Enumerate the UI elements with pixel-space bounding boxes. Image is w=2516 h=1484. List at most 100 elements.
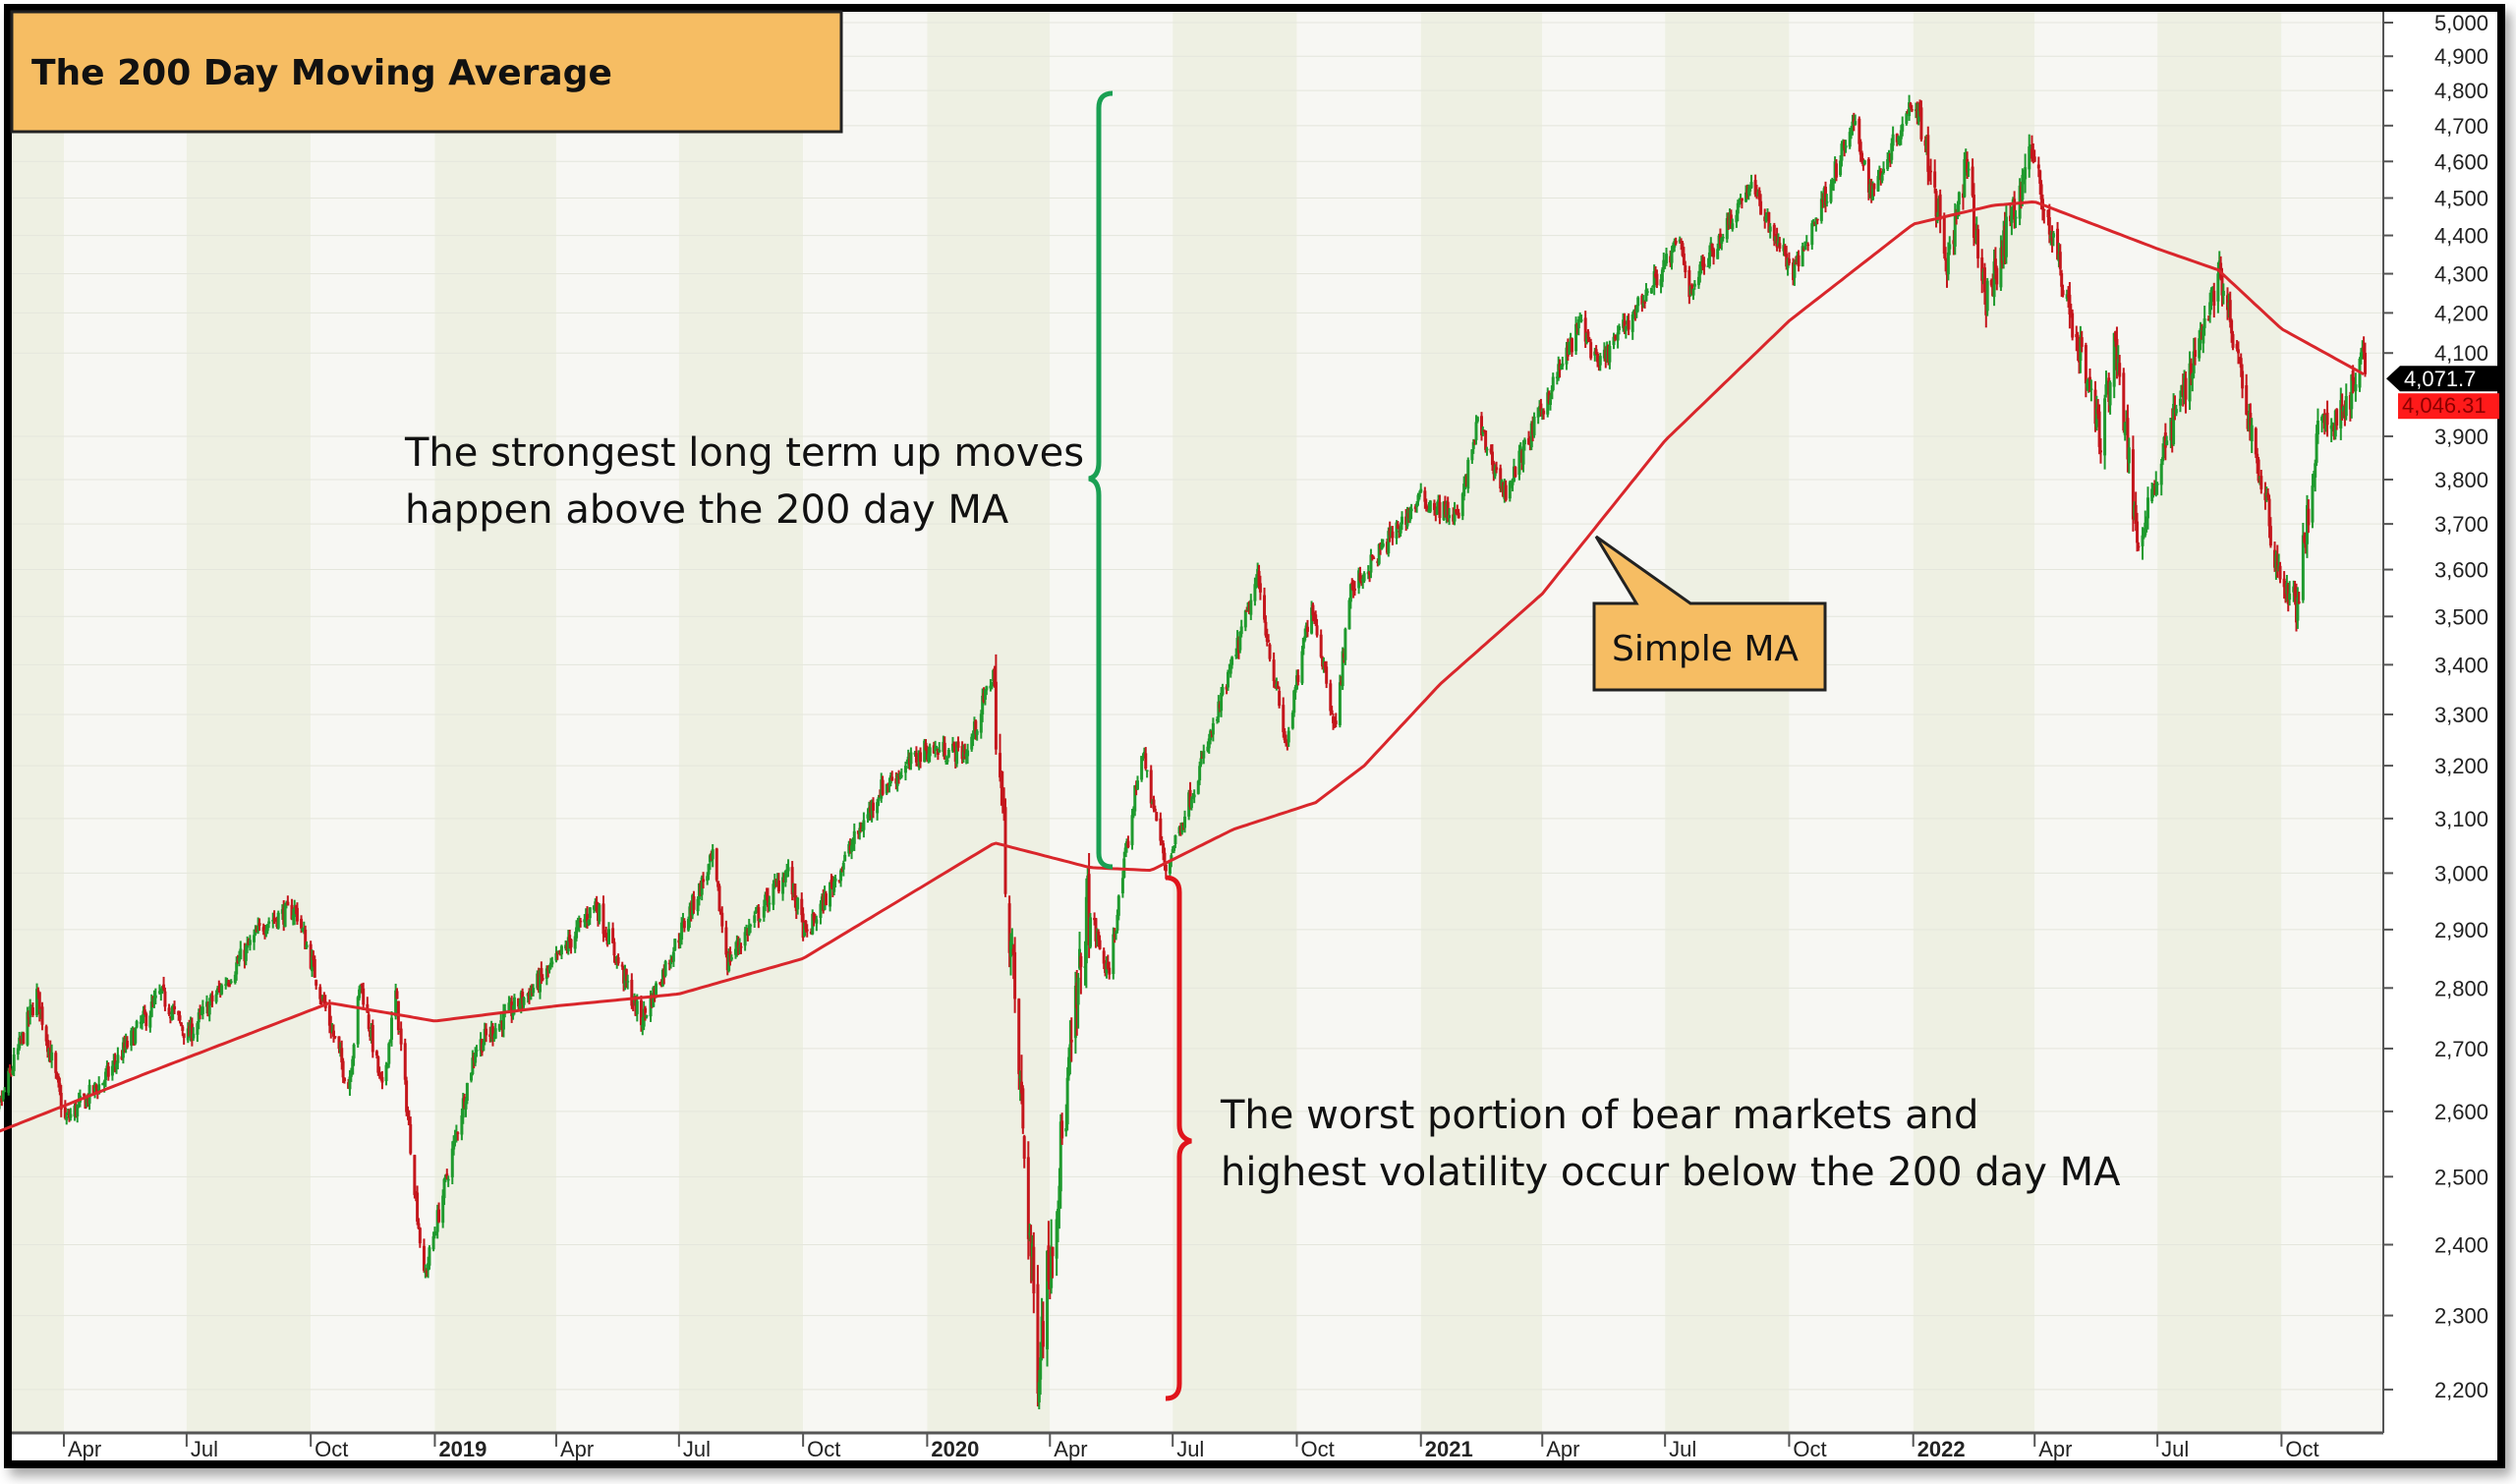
price-bar — [815, 915, 819, 932]
y-tick-label: 2,500 — [2434, 1165, 2488, 1189]
bar-body — [40, 1006, 44, 1025]
price-bar — [1051, 1246, 1055, 1279]
price-bar — [1630, 312, 1634, 340]
y-tick-label: 4,700 — [2434, 114, 2488, 139]
bar-body — [1612, 336, 1616, 346]
bar-body — [37, 992, 41, 1014]
bar-body — [1702, 263, 1706, 267]
bar-body — [956, 741, 960, 748]
bar-body — [2236, 349, 2240, 354]
bar-body — [1616, 332, 1620, 341]
price-bar — [2144, 516, 2148, 533]
price-bar — [2250, 418, 2254, 454]
price-bar — [29, 999, 32, 1025]
price-bar — [2202, 305, 2206, 336]
quarter-band — [678, 12, 804, 1433]
bar-body — [511, 1011, 515, 1016]
price-bar — [257, 918, 261, 932]
bar-body — [395, 991, 399, 999]
price-bar — [1980, 249, 1984, 294]
bar-body — [1980, 257, 1984, 281]
price-bar — [2032, 149, 2036, 163]
price-bar — [1069, 1017, 1073, 1062]
bar-body — [2098, 450, 2102, 453]
bar-body — [851, 843, 855, 847]
bar-body — [639, 999, 643, 1026]
bar-body — [862, 820, 866, 830]
bar-body — [1008, 941, 1012, 957]
bar-body — [46, 1040, 50, 1053]
price-bar — [507, 996, 511, 1013]
bar-body — [1172, 846, 1176, 851]
bar-body — [12, 1055, 16, 1071]
bar-body — [1665, 254, 1669, 263]
price-bar — [261, 923, 265, 936]
bar-body — [1305, 626, 1309, 632]
bar-body — [1115, 914, 1119, 931]
bar-body — [2071, 313, 2075, 338]
price-bar — [1140, 756, 1144, 782]
y-tick-label: 4,600 — [2434, 149, 2488, 174]
bar-body — [706, 876, 710, 882]
price-bar — [2058, 244, 2062, 276]
price-bar — [1963, 151, 1967, 199]
bar-body — [36, 990, 40, 993]
bar-body — [655, 983, 658, 997]
bar-body — [167, 1007, 171, 1015]
bar-body — [207, 1002, 211, 1015]
bar-body — [2344, 396, 2348, 417]
bar-body — [413, 1155, 417, 1195]
price-bar — [1749, 174, 1753, 190]
y-tick-label: 2,300 — [2434, 1304, 2488, 1329]
price-bar — [399, 1021, 403, 1052]
bar-body — [2104, 384, 2108, 395]
price-bar — [812, 912, 816, 927]
bar-body — [2351, 370, 2355, 381]
bar-body — [1710, 243, 1714, 252]
y-tick-label: 3,600 — [2434, 558, 2488, 583]
bar-body — [1775, 234, 1779, 248]
price-bar — [2188, 351, 2192, 411]
bar-body — [1267, 640, 1271, 643]
price-bar — [141, 1014, 144, 1030]
price-bar — [532, 984, 536, 997]
price-bar — [493, 1022, 497, 1040]
bar-body — [233, 974, 237, 984]
price-bar — [199, 1004, 202, 1020]
price-bar — [1348, 583, 1352, 609]
price-bar — [1217, 695, 1221, 723]
price-bar — [1517, 444, 1521, 481]
x-tick-label: Oct — [1300, 1437, 1334, 1461]
price-bar — [1230, 656, 1234, 669]
price-bar — [1643, 300, 1647, 309]
price-bar — [715, 847, 718, 883]
bar-body — [757, 907, 761, 922]
bar-body — [1359, 581, 1363, 584]
bar-body — [2126, 418, 2130, 460]
bar-body — [1065, 1077, 1069, 1124]
bar-body — [1448, 515, 1452, 519]
bar-body — [717, 885, 721, 912]
price-bar — [2165, 435, 2169, 446]
price-bar — [1115, 930, 1118, 941]
price-bar — [2051, 231, 2055, 247]
price-bar — [1934, 188, 1938, 228]
price-bar — [2325, 400, 2329, 437]
bar-body — [1673, 241, 1677, 248]
bar-body — [1527, 437, 1531, 445]
bar-body — [1522, 439, 1526, 445]
price-bar — [2024, 153, 2028, 194]
bar-body — [422, 1245, 426, 1271]
price-bar — [790, 861, 794, 901]
x-tick-label: Jul — [683, 1437, 711, 1461]
bar-body — [1287, 730, 1290, 743]
bar-body — [2325, 412, 2329, 426]
bar-body — [702, 879, 706, 883]
bar-body — [253, 935, 257, 942]
bar-body — [356, 997, 360, 1045]
bar-body — [1963, 159, 1967, 198]
bar-body — [680, 922, 684, 941]
bar-body — [1283, 730, 1287, 741]
price-bar — [1645, 288, 1649, 296]
bar-body — [1334, 720, 1338, 724]
